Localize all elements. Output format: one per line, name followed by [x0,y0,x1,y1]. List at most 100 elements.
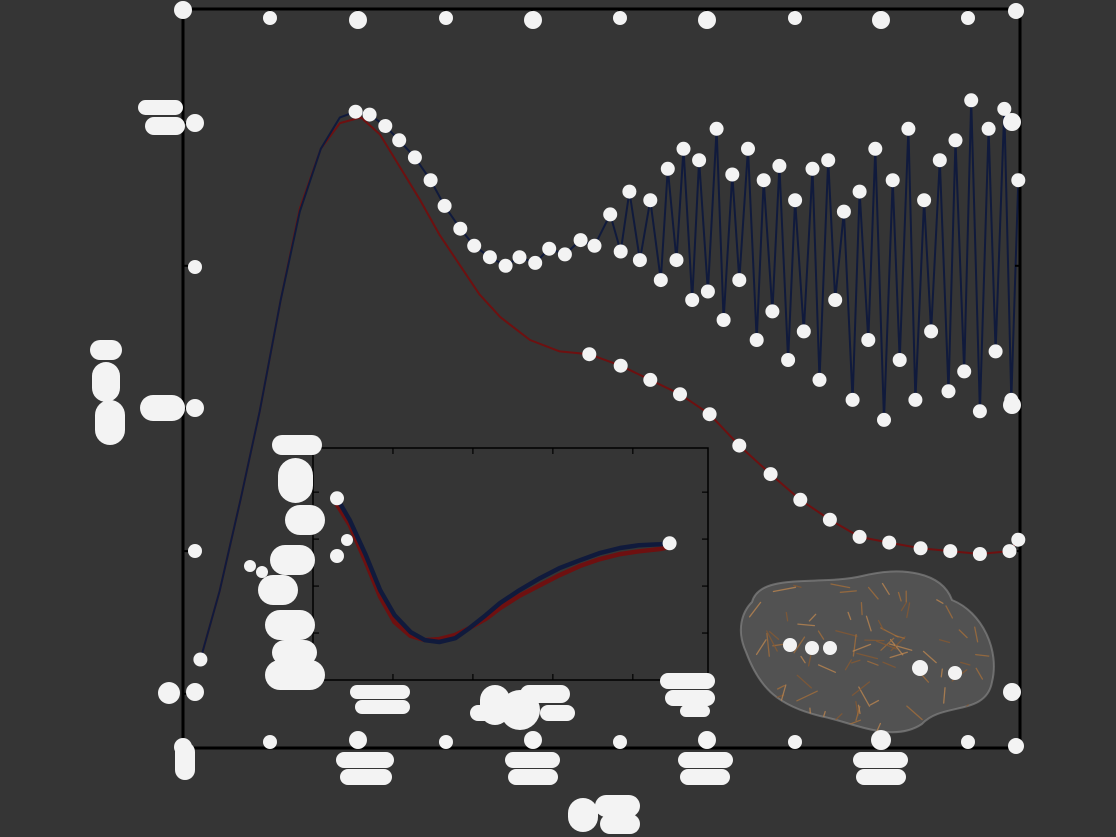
curve-marker [725,167,740,182]
obscured-label [853,752,908,768]
obscured-label [140,395,185,421]
envelope-stick [772,707,782,711]
inset-plot-background [313,448,708,680]
obscured-marker [524,731,542,749]
obscured-label [258,575,298,605]
obscured-marker [1003,113,1021,131]
curve-marker [756,173,771,188]
curve-marker [901,121,916,136]
curve-marker [997,101,1012,116]
envelope-stick [852,634,857,657]
envelope-stick [800,655,806,664]
curve-marker [692,153,707,168]
main-series-line-2 [199,99,1020,661]
envelope-stick [796,674,812,689]
envelope-stick [852,643,872,652]
obscured-marker [961,735,975,749]
envelope-stick [847,611,852,621]
envelope-stick [940,668,943,678]
obscured-marker [263,735,277,749]
obscured-marker [823,641,837,655]
envelope-stick [851,659,861,664]
envelope-stick [769,630,780,640]
obscured-label [508,769,558,785]
obscured-label [272,435,322,455]
envelope-stick [894,635,905,639]
envelope-stick [936,599,944,604]
curve-marker [528,255,543,270]
envelope-stick [938,639,951,644]
curve-marker [1011,532,1026,547]
envelope-stick [793,722,797,733]
curve-marker [709,121,724,136]
curve-marker [437,198,452,213]
obscured-label [340,769,392,785]
envelope-stick [857,704,861,715]
curve-marker [702,407,717,422]
obscured-marker [341,534,353,546]
inset-series-line-1 [333,499,672,643]
envelope-stick [943,687,946,704]
obscured-label [272,640,317,665]
obscured-label [90,340,122,360]
envelope-stick [881,582,890,595]
obscured-marker [244,560,256,572]
envelope-stick [797,623,816,627]
curve-marker [885,173,900,188]
obscured-label [285,505,325,535]
envelope-stick [796,690,818,702]
curve-marker [1004,392,1019,407]
curve-marker [781,353,796,367]
envelope-stick [875,640,897,650]
envelope-stick [817,630,825,640]
obscured-marker [613,735,627,749]
curve-marker [587,238,602,253]
obscured-marker [349,731,367,749]
curve-marker [660,161,675,176]
obscured-marker [948,666,962,680]
inset-plot [312,447,709,681]
curve-marker [643,193,658,208]
obscured-label [540,705,575,721]
curve-marker [812,372,827,387]
envelope-stick [856,652,879,660]
envelope-stick [882,661,896,668]
obscured-label [680,769,730,785]
obscured-label [270,545,315,575]
envelope-stick [835,630,858,637]
curve-marker [582,347,597,362]
curve-marker [908,392,923,407]
obscured-label [600,814,640,834]
curve-marker [673,387,687,402]
envelope-stick [889,638,904,656]
curve-marker [378,119,393,133]
obscured-marker [188,260,202,274]
envelope-stick [766,630,778,652]
curve-marker [741,141,755,156]
envelope-stick [755,639,767,656]
obscured-marker [912,660,928,676]
curve-marker [941,384,956,399]
envelope-stick [945,605,954,619]
envelope-stick [839,590,857,593]
curve-marker [948,133,963,148]
envelope-stick [869,699,880,706]
envelope-stick [974,626,979,643]
envelope-stick [958,716,968,733]
obscured-marker [439,735,453,749]
curve-marker [632,253,647,268]
envelope-stick [889,651,908,659]
envelope-stick [865,615,872,632]
molecular-envelope-image [739,570,995,734]
curve-marker [924,324,939,339]
curve-marker [573,233,588,248]
obscured-marker [349,11,367,29]
envelope-stick [960,661,971,666]
envelope-stick [858,686,871,707]
obscured-label [158,682,180,704]
obscured-marker [188,544,202,558]
curve-marker [805,161,820,176]
curve-marker [932,153,947,168]
curve-marker [964,93,979,108]
curve-marker [793,492,808,507]
